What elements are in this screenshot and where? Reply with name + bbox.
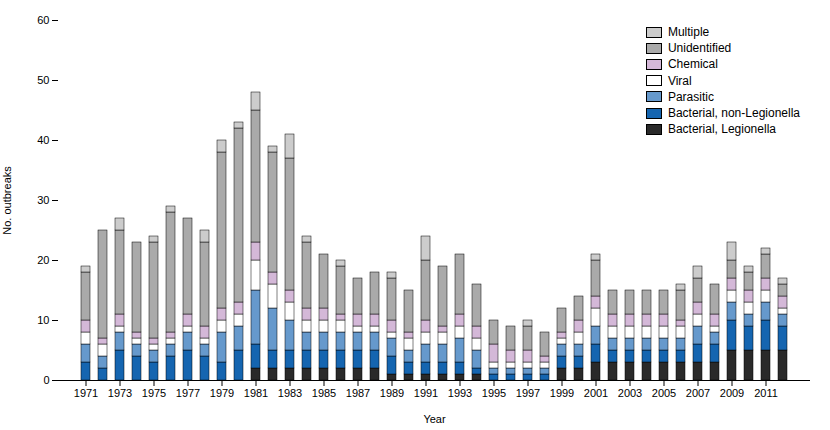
svg-text:1993: 1993 [448,387,472,399]
svg-text:1971: 1971 [74,387,98,399]
svg-text:20: 20 [37,254,49,266]
html-text:Bacterial, Legionella: Bacterial, Legionella [667,122,776,137]
svg-text:Year: Year [423,413,446,425]
svg-text:1987: 1987 [346,387,370,399]
svg-text:1975: 1975 [142,387,166,399]
html-text:Chemical: Chemical [667,57,718,72]
svg-text:2005: 2005 [652,387,676,399]
svg-text:2011: 2011 [754,387,778,399]
html-text:Parasitic: Parasitic [667,89,714,104]
svg-text:1999: 1999 [550,387,574,399]
html-text:Bacterial, non-Legionella: Bacterial, non-Legionella [667,105,800,120]
html-text:Unidentified: Unidentified [667,41,732,56]
svg-text:1997: 1997 [516,387,540,399]
svg-text:1991: 1991 [414,387,438,399]
svg-text:10: 10 [37,314,49,326]
svg-text:1995: 1995 [482,387,506,399]
svg-text:60: 60 [37,14,49,26]
svg-text:2009: 2009 [720,387,744,399]
svg-text:1985: 1985 [312,387,336,399]
svg-text:2001: 2001 [584,387,608,399]
html-text:Multiple: Multiple [667,25,710,39]
svg-text:50: 50 [37,74,49,86]
svg-text:40: 40 [37,134,49,146]
svg-text:1979: 1979 [210,387,234,399]
svg-text:0: 0 [43,374,49,386]
svg-text:1973: 1973 [108,387,132,399]
svg-text:1977: 1977 [176,387,200,399]
svg-text:1981: 1981 [244,387,268,399]
svg-text:30: 30 [37,194,49,206]
svg-text:2007: 2007 [686,387,710,399]
svg-text:1983: 1983 [278,387,302,399]
html-text:Viral: Viral [667,73,692,88]
svg-text:1989: 1989 [380,387,404,399]
svg-text:2003: 2003 [618,387,642,399]
svg-text:No. outbreaks: No. outbreaks [1,166,13,235]
